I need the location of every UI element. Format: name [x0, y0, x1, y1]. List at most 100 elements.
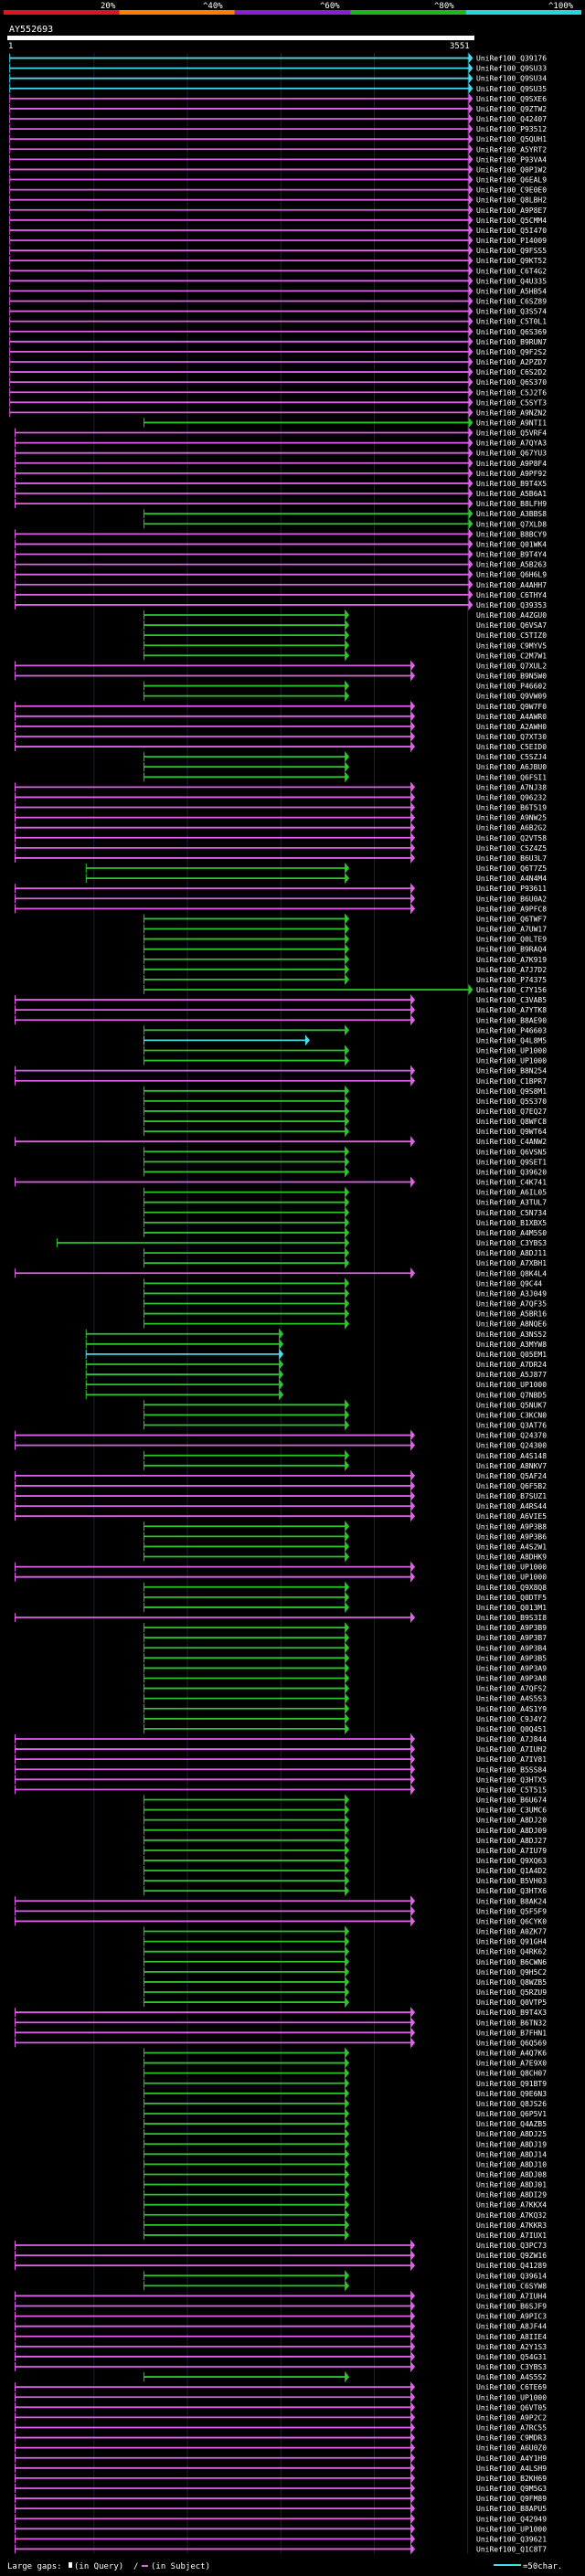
hit-id-label[interactable]: UniRef100_UP1000 [476, 1564, 547, 1572]
hit-id-label[interactable]: UniRef100_A7QFS2 [476, 1685, 547, 1693]
hit-id-label[interactable]: UniRef100_Q5CMM4 [476, 217, 547, 225]
hit-id-label[interactable]: UniRef100_Q9C44 [476, 1279, 542, 1288]
hit-id-label[interactable]: UniRef100_Q9XQ63 [476, 1857, 547, 1865]
hit-id-label[interactable]: UniRef100_A9NTI1 [476, 419, 547, 427]
hit-id-label[interactable]: UniRef100_A9P3B9 [476, 1624, 547, 1632]
hit-id-label[interactable]: UniRef100_A9P8E7 [476, 207, 547, 215]
hit-id-label[interactable]: UniRef100_C6THY4 [476, 591, 547, 599]
hit-id-label[interactable]: UniRef100_C6TE69 [476, 2383, 547, 2391]
hit-id-label[interactable]: UniRef100_A7J844 [476, 1735, 547, 1744]
hit-id-label[interactable]: UniRef100_A8DJ20 [476, 1817, 547, 1825]
hit-id-label[interactable]: UniRef100_P93611 [476, 885, 547, 893]
hit-id-label[interactable]: UniRef100_Q9ZW16 [476, 2252, 547, 2260]
hit-id-label[interactable]: UniRef100_B6U674 [476, 1797, 547, 1805]
hit-id-label[interactable]: UniRef100_A8DJ09 [476, 1827, 547, 1835]
hit-id-label[interactable]: UniRef100_Q24300 [476, 1442, 547, 1450]
hit-id-label[interactable]: UniRef100_P46603 [476, 1026, 547, 1034]
hit-id-label[interactable]: UniRef100_Q5F5F9 [476, 1907, 547, 1915]
hit-id-label[interactable]: UniRef100_A4S5S3 [476, 1695, 547, 1703]
hit-id-label[interactable]: UniRef100_Q5VRF4 [476, 429, 547, 438]
hit-id-label[interactable]: UniRef100_Q54G31 [476, 2353, 547, 2361]
hit-id-label[interactable]: UniRef100_Q6F5B2 [476, 1482, 547, 1490]
hit-id-label[interactable]: UniRef100_C3YBS3 [476, 1239, 547, 1247]
hit-id-label[interactable]: UniRef100_Q24370 [476, 1432, 547, 1440]
hit-id-label[interactable]: UniRef100_Q9SU35 [476, 85, 547, 93]
hit-id-label[interactable]: UniRef100_Q5NUK7 [476, 1401, 547, 1409]
hit-id-label[interactable]: UniRef100_A8NQE6 [476, 1320, 547, 1329]
hit-id-label[interactable]: UniRef100_Q9SXE6 [476, 95, 547, 103]
hit-id-label[interactable]: UniRef100_C6S2D2 [476, 368, 547, 376]
hit-id-label[interactable]: UniRef100_B8AK24 [476, 1897, 547, 1905]
hit-id-label[interactable]: UniRef100_Q6T7Z5 [476, 864, 547, 873]
hit-id-label[interactable]: UniRef100_A8DJ01 [476, 2181, 547, 2189]
hit-id-label[interactable]: UniRef100_A6VIE5 [476, 1512, 547, 1521]
hit-id-label[interactable]: UniRef100_A4S1Y9 [476, 1705, 547, 1713]
hit-id-label[interactable]: UniRef100_A9P8F4 [476, 460, 547, 468]
hit-id-label[interactable]: UniRef100_A8DJ11 [476, 1249, 547, 1257]
hit-id-label[interactable]: UniRef100_A8DJ27 [476, 1837, 547, 1845]
hit-id-label[interactable]: UniRef100_A4RS44 [476, 1502, 547, 1511]
hit-id-label[interactable]: UniRef100_Q3HTX5 [476, 1776, 547, 1784]
hit-id-label[interactable]: UniRef100_Q8JS26 [476, 2100, 547, 2108]
hit-id-label[interactable]: UniRef100_Q9SET1 [476, 1158, 547, 1166]
hit-id-label[interactable]: UniRef100_B9RUN7 [476, 338, 547, 346]
hit-id-label[interactable]: UniRef100_B8AE90 [476, 1016, 547, 1024]
hit-id-label[interactable]: UniRef100_C5T0L1 [476, 318, 547, 326]
hit-id-label[interactable]: UniRef100_Q6P5V1 [476, 2110, 547, 2118]
hit-id-label[interactable]: UniRef100_A4S5S2 [476, 2373, 547, 2381]
hit-id-label[interactable]: UniRef100_Q6EAL9 [476, 176, 547, 185]
hit-id-label[interactable]: UniRef100_C3YBS3 [476, 2363, 547, 2371]
hit-id-label[interactable]: UniRef100_Q6TWF7 [476, 915, 547, 923]
hit-id-label[interactable]: UniRef100_Q6H6L9 [476, 571, 547, 579]
hit-id-label[interactable]: UniRef100_A9P3B5 [476, 1654, 547, 1662]
hit-id-label[interactable]: UniRef100_A7KKX4 [476, 2201, 547, 2210]
hit-id-label[interactable]: UniRef100_Q6VSN5 [476, 1148, 547, 1156]
hit-id-label[interactable]: UniRef100_Q39176 [476, 55, 547, 63]
hit-id-label[interactable]: UniRef100_A5HB54 [476, 287, 547, 295]
hit-id-label[interactable]: UniRef100_A5YRT2 [476, 145, 547, 154]
hit-id-label[interactable]: UniRef100_B9N5W0 [476, 673, 547, 681]
hit-id-label[interactable]: UniRef100_A4AWR0 [476, 713, 547, 721]
hit-id-label[interactable]: UniRef100_Q01WK4 [476, 540, 547, 548]
hit-id-label[interactable]: UniRef100_A0ZK77 [476, 1928, 547, 1936]
hit-id-label[interactable]: UniRef100_A4Y1H9 [476, 2454, 547, 2463]
hit-id-label[interactable]: UniRef100_Q96232 [476, 793, 547, 801]
hit-id-label[interactable]: UniRef100_A7IUH4 [476, 2292, 547, 2300]
hit-id-label[interactable]: UniRef100_Q9SU33 [476, 65, 547, 73]
hit-id-label[interactable]: UniRef100_A8DJ25 [476, 2130, 547, 2138]
hit-id-label[interactable]: UniRef100_A9P3A8 [476, 1675, 547, 1683]
hit-id-label[interactable]: UniRef100_Q3PC73 [476, 2242, 547, 2250]
hit-id-label[interactable]: UniRef100_A7QF35 [476, 1300, 547, 1309]
hit-id-label[interactable]: UniRef100_Q39620 [476, 1168, 547, 1176]
hit-id-label[interactable]: UniRef100_Q7XT30 [476, 733, 547, 741]
hit-id-label[interactable]: UniRef100_A9PF92 [476, 470, 547, 478]
hit-id-label[interactable]: UniRef100_Q1C8T7 [476, 2545, 547, 2553]
hit-id-label[interactable]: UniRef100_Q7XLD8 [476, 520, 547, 528]
hit-id-label[interactable]: UniRef100_Q6S369 [476, 328, 547, 336]
hit-id-label[interactable]: UniRef100_A4Q7K6 [476, 2050, 547, 2058]
hit-id-label[interactable]: UniRef100_Q5RZU9 [476, 1988, 547, 1997]
hit-id-label[interactable]: UniRef100_A9PFC8 [476, 905, 547, 913]
hit-id-label[interactable]: UniRef100_Q2VT58 [476, 834, 547, 843]
hit-id-label[interactable]: UniRef100_Q6FSI1 [476, 773, 547, 781]
hit-id-label[interactable]: UniRef100_A4S148 [476, 1452, 547, 1460]
hit-id-label[interactable]: UniRef100_A8DJ19 [476, 2140, 547, 2148]
hit-id-label[interactable]: UniRef100_C5SYT3 [476, 398, 547, 407]
hit-id-label[interactable]: UniRef100_Q5S370 [476, 1097, 547, 1106]
hit-id-label[interactable]: UniRef100_Q9M5G3 [476, 2485, 547, 2493]
hit-id-label[interactable]: UniRef100_Q41289 [476, 2262, 547, 2270]
hit-id-label[interactable]: UniRef100_B6U0A2 [476, 895, 547, 903]
hit-id-label[interactable]: UniRef100_Q39621 [476, 2535, 547, 2543]
hit-id-label[interactable]: UniRef100_C1BPR7 [476, 1077, 547, 1086]
hit-id-label[interactable]: UniRef100_A9NW25 [476, 814, 547, 822]
hit-id-label[interactable]: UniRef100_Q4U335 [476, 277, 547, 285]
hit-id-label[interactable]: UniRef100_A2PZD7 [476, 358, 547, 366]
hit-id-label[interactable]: UniRef100_Q8CH07 [476, 2070, 547, 2078]
hit-id-label[interactable]: UniRef100_A8DJ14 [476, 2150, 547, 2158]
hit-id-label[interactable]: UniRef100_A7DR24 [476, 1361, 547, 1369]
hit-id-label[interactable]: UniRef100_P74375 [476, 976, 547, 984]
hit-id-label[interactable]: UniRef100_Q91GH4 [476, 1938, 547, 1946]
hit-id-label[interactable]: UniRef100_B5VH03 [476, 1877, 547, 1885]
hit-id-label[interactable]: UniRef100_A4AHH7 [476, 581, 547, 589]
hit-id-label[interactable]: UniRef100_A4ZGU0 [476, 611, 547, 620]
